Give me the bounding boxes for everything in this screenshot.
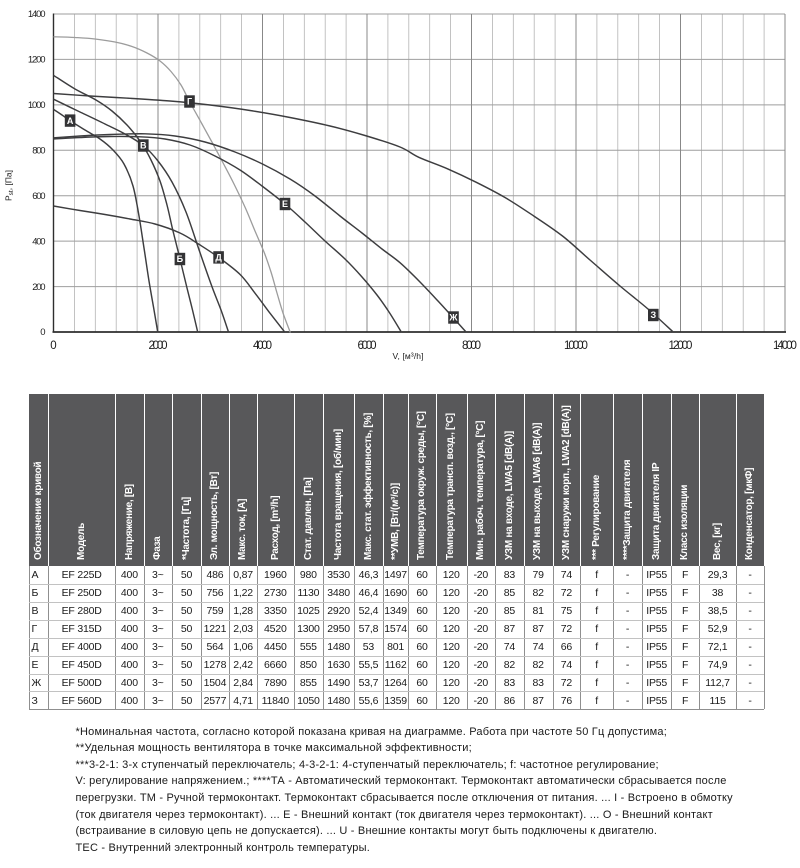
svg-text:Б: Б [177, 254, 184, 264]
svg-text:6000: 6000 [357, 340, 376, 352]
svg-text:Г: Г [187, 97, 192, 107]
svg-text:8000: 8000 [462, 340, 481, 352]
svg-text:Е: Е [282, 199, 288, 209]
svg-text:А: А [67, 116, 74, 126]
svg-text:12000: 12000 [669, 340, 693, 352]
svg-text:200: 200 [32, 282, 45, 293]
svg-text:1200: 1200 [28, 55, 46, 66]
svg-text:10000: 10000 [564, 340, 588, 352]
svg-text:800: 800 [32, 146, 45, 157]
svg-text:З: З [650, 310, 656, 320]
svg-text:Ж: Ж [448, 313, 458, 323]
svg-text:2000: 2000 [148, 340, 167, 352]
svg-text:0: 0 [40, 327, 45, 338]
svg-text:0: 0 [50, 340, 56, 352]
svg-text:4000: 4000 [253, 340, 272, 352]
svg-text:400: 400 [32, 236, 45, 247]
svg-text:Pst, [Па]: Pst, [Па] [4, 170, 16, 201]
svg-text:V, [м³/h]: V, [м³/h] [393, 351, 424, 361]
svg-text:В: В [140, 141, 147, 151]
svg-text:1400: 1400 [28, 9, 46, 20]
svg-text:1000: 1000 [28, 100, 46, 111]
svg-text:600: 600 [32, 191, 45, 202]
svg-text:14000: 14000 [773, 340, 797, 352]
svg-text:Д: Д [215, 253, 222, 263]
